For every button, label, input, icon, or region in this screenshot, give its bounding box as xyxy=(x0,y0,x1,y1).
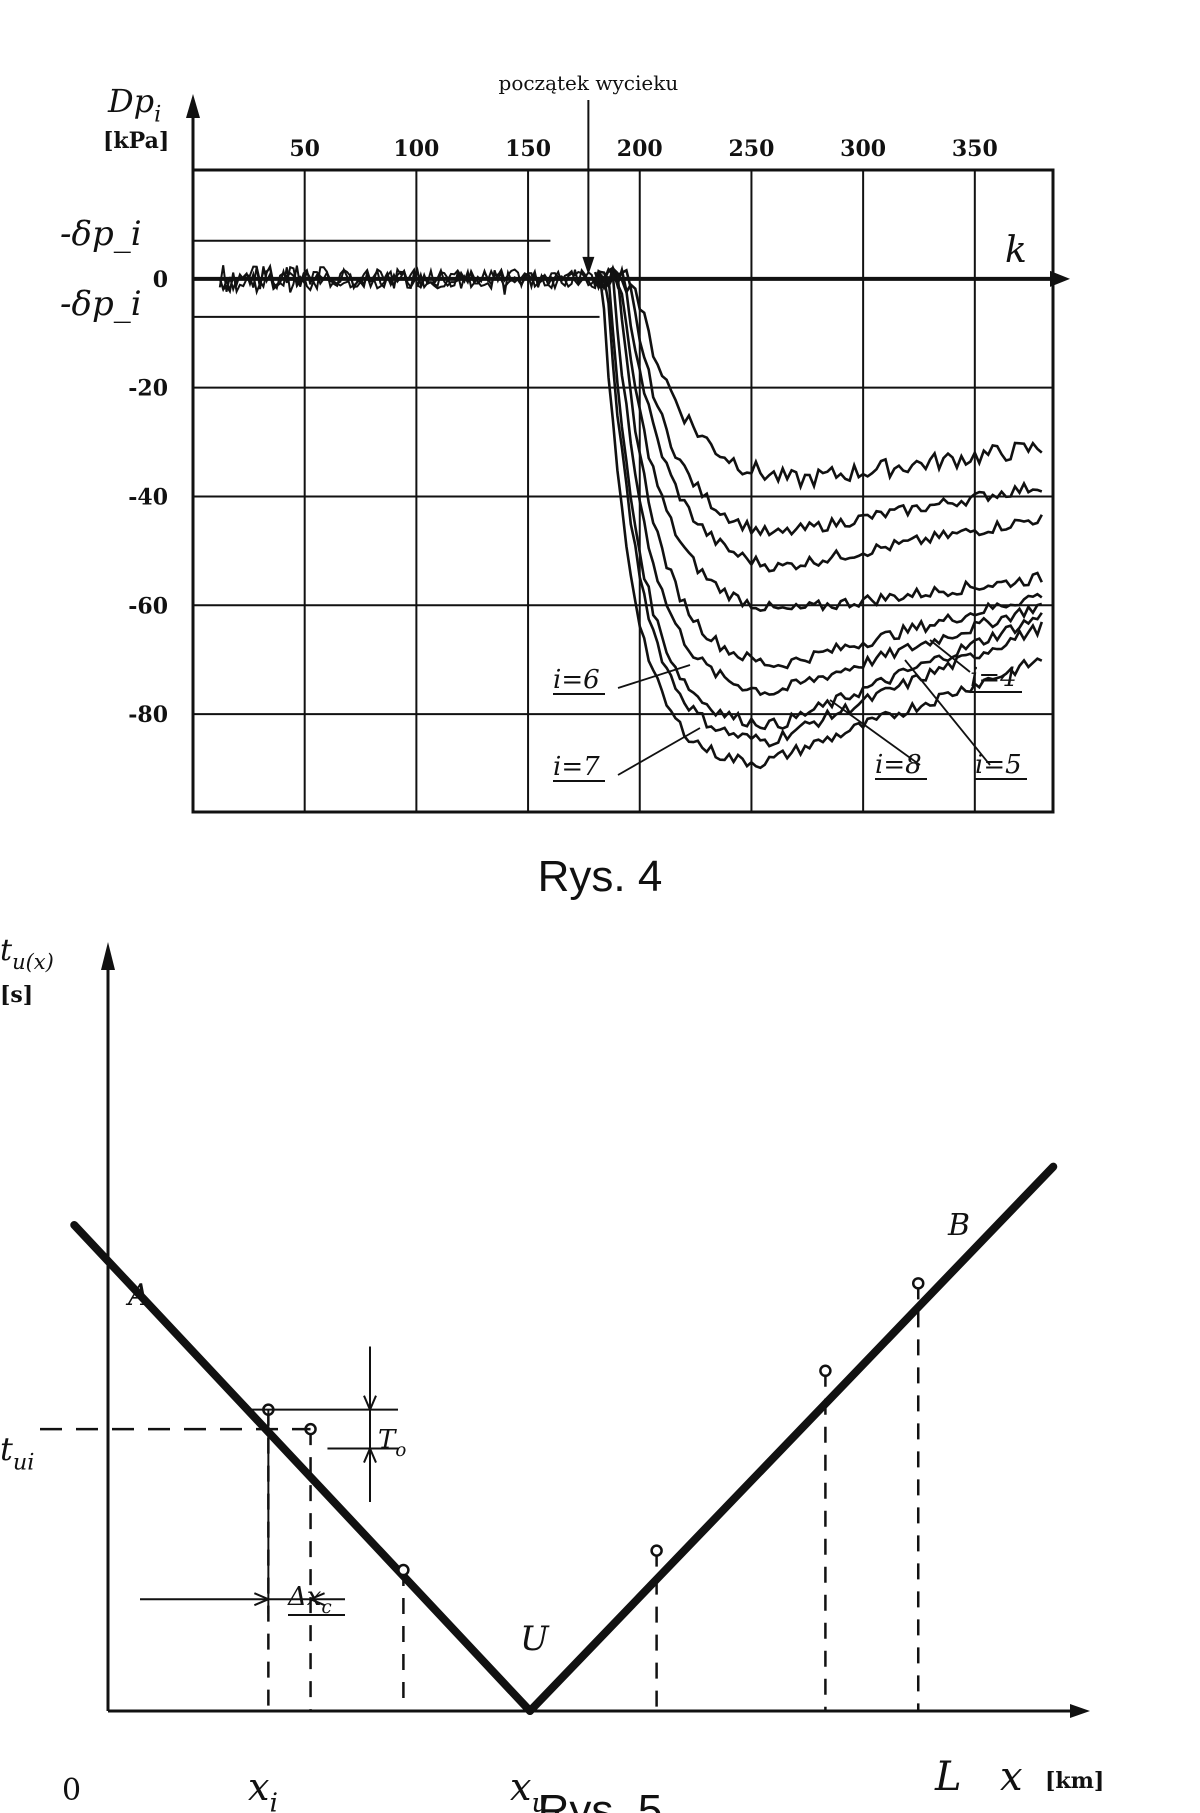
x-tick-label: 350 xyxy=(952,136,998,162)
measurement-point xyxy=(819,1364,832,1378)
pressure-curve-series-7 xyxy=(593,273,1044,748)
curve-label-i=6: i=6 xyxy=(553,665,600,695)
y-tick-label: -20 xyxy=(128,376,168,402)
pressure-curve-i=6 xyxy=(594,266,1043,697)
figure-4-chart: 50 100 150 200 250 300 350 0 -20 -40 -60 -80 -δp_i -δ… xyxy=(60,71,1070,814)
measurement-point xyxy=(911,1277,925,1290)
label-B: B xyxy=(947,1208,970,1243)
x-tick-label: 100 xyxy=(393,136,439,162)
y-axis-label: Dpi xyxy=(107,82,161,128)
T-o-label: To xyxy=(378,1425,406,1461)
T-o-arrow-bottom xyxy=(363,1446,377,1463)
curve-label-leader xyxy=(617,664,691,689)
y-tick-label: 0 xyxy=(153,267,168,293)
y-axis-unit: [kPa] xyxy=(103,128,169,154)
x-axis-unit: [km] xyxy=(1045,1768,1104,1794)
x-axis-arrow xyxy=(1050,270,1070,287)
curve-label-leader xyxy=(617,727,701,776)
y-axis-arrow xyxy=(101,942,115,970)
pressure-curve-series-0 xyxy=(594,266,1043,491)
delta-x-label: Δxc xyxy=(287,1582,332,1618)
threshold-label-lower: -δp_i xyxy=(60,284,142,324)
x-i-label: xi xyxy=(248,1765,278,1813)
x-tick-label: 250 xyxy=(728,136,774,162)
pressure-curve-series-2 xyxy=(593,264,1043,573)
x-tick-label: 300 xyxy=(840,136,886,162)
label-A: A xyxy=(125,1278,150,1313)
y-axis-unit: [s] xyxy=(0,982,33,1008)
delta-x-arrow-right xyxy=(308,1592,325,1607)
measurement-point xyxy=(397,1563,410,1577)
curve-label-i=7: i=7 xyxy=(553,752,600,782)
x-tick-label: 50 xyxy=(289,136,320,162)
y-tick-label: -80 xyxy=(128,702,168,728)
pressure-curve-i=7 xyxy=(594,271,1043,770)
y-axis-label: tu(x) xyxy=(0,933,54,974)
curve-label-leader xyxy=(929,639,971,673)
line-U-B xyxy=(526,1162,1058,1715)
delta-x-arrow-left xyxy=(253,1592,271,1607)
label-L: L xyxy=(934,1754,962,1800)
x-axis-arrow xyxy=(1070,1704,1090,1718)
x-tick-label: 200 xyxy=(617,136,663,162)
curve-label-i=8: i=8 xyxy=(875,750,922,780)
figure-5-caption: Rys. 5 xyxy=(537,1786,663,1813)
pressure-curve-series-3 xyxy=(593,271,1043,613)
t-ui-label: tui xyxy=(0,1430,34,1476)
x-u-label: xu xyxy=(510,1765,549,1813)
curve-label-i=4: i=4 xyxy=(970,663,1017,693)
figure-4-caption: Rys. 4 xyxy=(537,852,663,901)
measurement-point xyxy=(650,1544,663,1557)
y-axis-arrow xyxy=(186,94,200,118)
pressure-curve-i=8 xyxy=(594,274,1043,731)
y-tick-label: -60 xyxy=(128,593,168,619)
pressure-curve-i=5 xyxy=(594,266,1043,670)
y-tick-label: -40 xyxy=(128,484,168,510)
threshold-label-upper: -δp_i xyxy=(60,214,142,254)
x-tick-label: 150 xyxy=(505,136,551,162)
T-o-arrow-top xyxy=(363,1395,377,1413)
curve-label-leader xyxy=(904,659,991,766)
figure-5-chart: tu(x) [s] A B U L x [km] 0 tui xi xu To Δxc xyxy=(0,933,1104,1813)
origin-label: 0 xyxy=(62,1773,81,1808)
leak-start-annotation: początek wycieku xyxy=(499,71,679,95)
curve-label-leader xyxy=(829,699,921,766)
x-axis-label: x xyxy=(1000,1754,1023,1800)
pressure-curve-i=4 xyxy=(593,268,1043,537)
line-A-U xyxy=(70,1221,534,1715)
x-axis-label: k xyxy=(1005,230,1027,271)
baseline-noise-trace xyxy=(218,265,603,296)
leak-start-arrowhead xyxy=(582,256,595,275)
label-U: U xyxy=(520,1619,550,1659)
